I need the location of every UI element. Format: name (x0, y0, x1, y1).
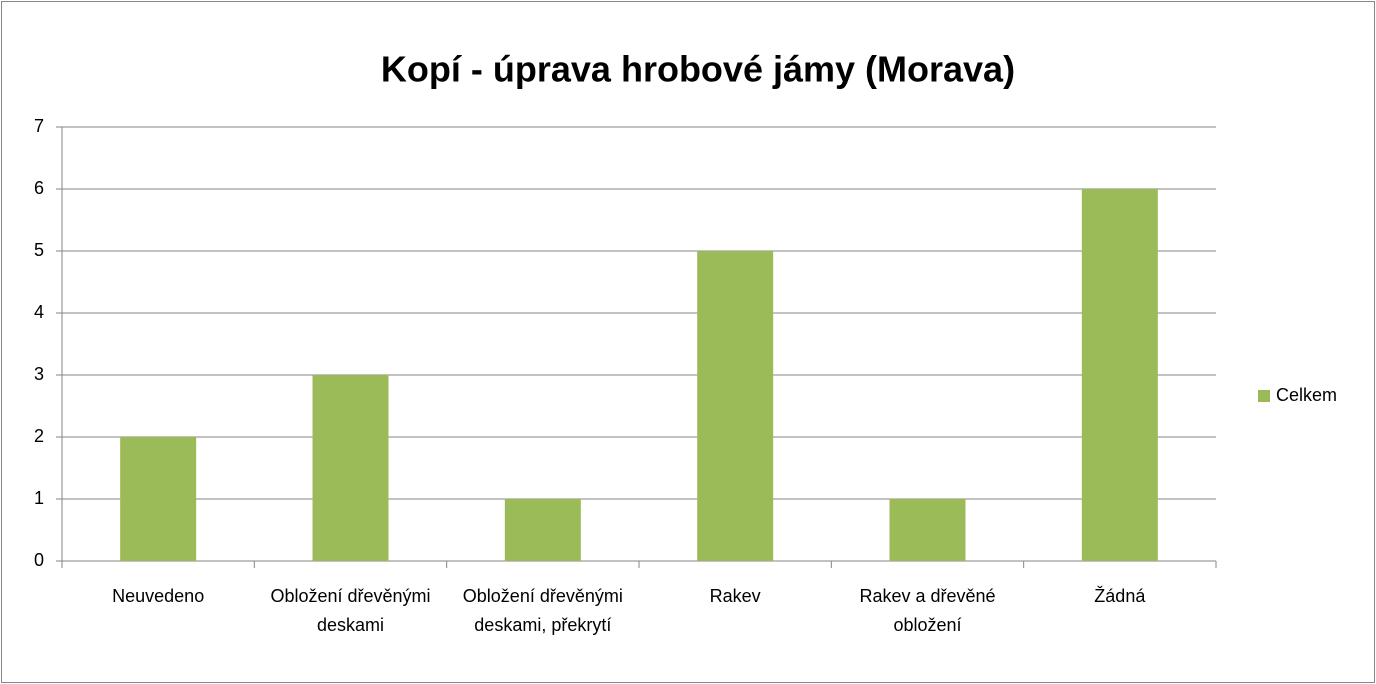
bar (697, 251, 774, 561)
y-tick-label: 0 (34, 550, 44, 570)
x-tick-label: Obložení dřevěnými deskami (270, 586, 430, 635)
y-tick-label: 2 (34, 426, 44, 446)
y-tick-label: 3 (34, 364, 44, 384)
y-tick-label: 4 (34, 302, 44, 322)
bar (504, 499, 581, 561)
x-tick-label: Neuvedeno (112, 586, 204, 606)
y-tick-label: 5 (34, 240, 44, 260)
y-tick-label: 6 (34, 178, 44, 198)
x-tick-label: Obložení dřevěnými deskami, překrytí (463, 586, 623, 635)
bar (120, 437, 197, 561)
x-tick-label: Rakev a dřevěné obložení (859, 586, 995, 635)
bar (1081, 189, 1158, 561)
bar (312, 375, 389, 561)
bar (889, 499, 966, 561)
legend-swatch (1258, 390, 1270, 402)
y-tick-label: 7 (34, 116, 44, 136)
x-tick-label: Rakev (710, 586, 761, 606)
y-tick-label: 1 (34, 488, 44, 508)
chart-title: Kopí - úprava hrobové jámy (Morava) (381, 49, 1015, 90)
legend-label: Celkem (1276, 385, 1337, 405)
x-tick-label: Žádná (1094, 586, 1146, 606)
